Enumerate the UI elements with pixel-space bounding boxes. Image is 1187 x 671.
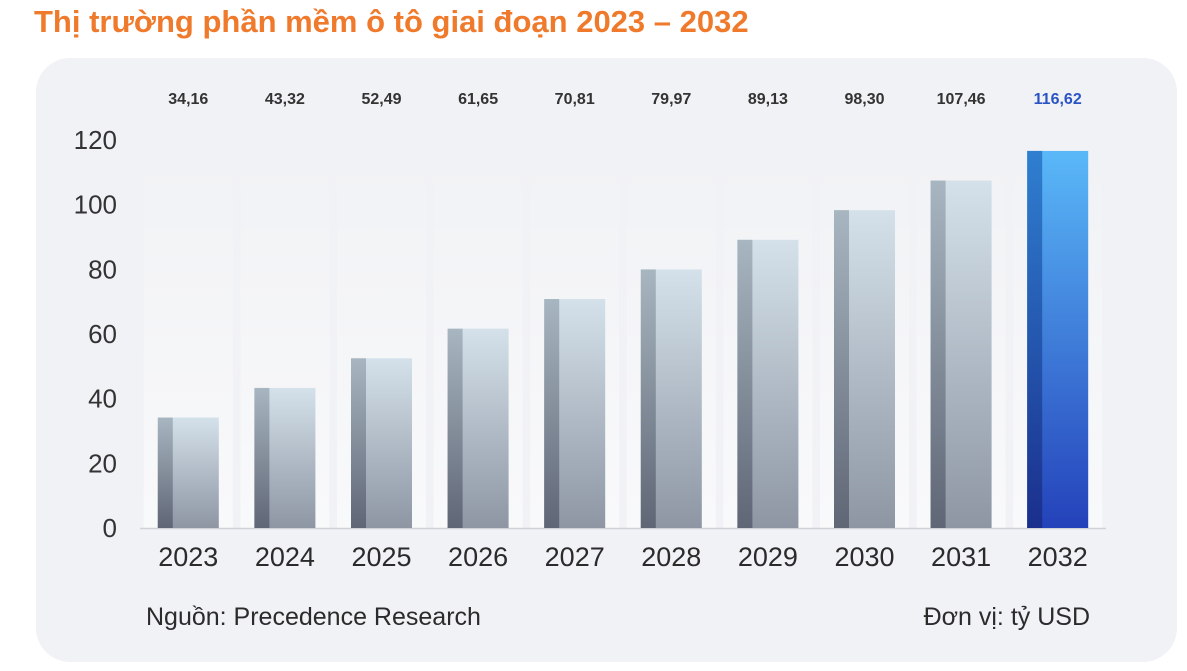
y-tick-label: 40 [88,384,117,414]
data-label-2027: 70,81 [555,91,595,108]
data-label-2030: 98,30 [844,91,884,108]
data-labels: 34,16 43,32 52,49 61,65 70,81 79,97 89,13 98,30… [168,91,1082,108]
y-tick-label: 60 [88,319,117,349]
bars [157,150,1089,529]
data-label-2025: 52,49 [361,91,401,108]
source-note: Nguồn: Precedence Research [146,603,481,631]
bar-side-2027 [544,299,560,528]
data-label-2024: 43,32 [265,91,305,108]
x-tick-label-2030: 2030 [834,542,894,572]
x-tick-label-2029: 2029 [738,542,798,572]
x-tick-label-2026: 2026 [448,542,508,572]
bar-side-2028 [640,269,656,528]
bar-side-2025 [351,358,366,528]
bar-side-2031 [930,180,946,528]
data-label-2028: 79,97 [651,91,691,108]
x-tick-label-2032: 2032 [1028,542,1088,572]
x-tick-label-2023: 2023 [158,542,218,572]
y-tick-label: 20 [88,448,117,478]
data-label-2026: 61,65 [458,91,498,108]
y-tick-label: 120 [74,125,117,155]
bar-side-2023 [157,417,173,528]
x-tick-label-2031: 2031 [931,542,991,572]
data-label-2029: 89,13 [748,91,788,108]
y-tick-label: 80 [88,254,117,284]
data-label-2031: 107,46 [937,91,986,108]
data-label-2032: 116,62 [1034,91,1082,108]
x-axis: 2023 2024 2025 2026 2027 2028 2029 2030 2031 2032 [158,542,1087,572]
y-tick-label: 0 [103,513,117,543]
x-tick-label-2024: 2024 [255,542,315,572]
bar-side-2032 [1027,150,1043,529]
data-label-2023: 34,16 [168,91,208,108]
bar-side-2029 [737,239,753,529]
y-tick-label: 100 [74,190,117,220]
y-axis: 0 20 40 60 80 100 120 [74,125,117,543]
chart-title: Thị trường phần mềm ô tô giai đoạn 2023 … [34,4,749,39]
bar-side-2024 [254,387,270,528]
bar-side-2030 [834,210,849,528]
x-tick-label-2028: 2028 [641,542,701,572]
x-tick-label-2025: 2025 [351,542,411,572]
bar-side-2026 [447,328,463,528]
unit-note: Đơn vị: tỷ USD [923,603,1090,631]
x-tick-label-2027: 2027 [545,542,605,572]
